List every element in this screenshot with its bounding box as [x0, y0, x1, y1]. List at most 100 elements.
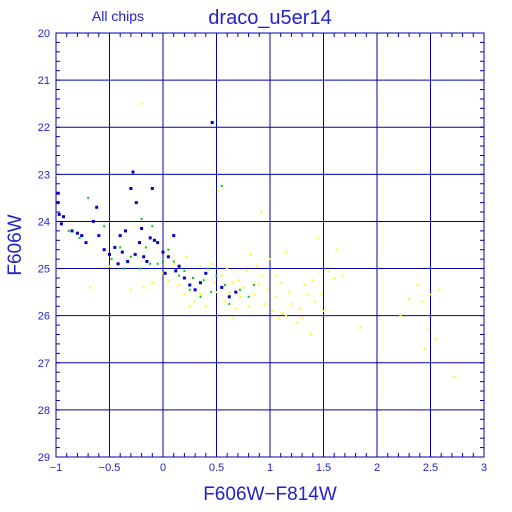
- data-point: [245, 269, 248, 272]
- data-point: [327, 269, 330, 272]
- data-point: [162, 272, 164, 275]
- data-point: [124, 229, 127, 233]
- data-point: [253, 293, 255, 296]
- data-point: [188, 288, 191, 291]
- data-point: [178, 284, 181, 286]
- data-point: [215, 291, 218, 294]
- data-point: [424, 347, 427, 350]
- data-point: [311, 279, 314, 282]
- data-point: [236, 279, 239, 282]
- data-point: [227, 295, 231, 299]
- data-point: [118, 234, 122, 238]
- y-tick-label: 20: [38, 28, 50, 40]
- x-tick-label: 1: [267, 462, 273, 474]
- data-point: [427, 328, 430, 331]
- data-point: [253, 284, 255, 286]
- data-point: [279, 281, 282, 284]
- data-point: [215, 274, 218, 277]
- data-point: [62, 215, 65, 219]
- data-point: [140, 102, 143, 105]
- data-point: [242, 286, 245, 289]
- data-point: [210, 291, 213, 294]
- grid-lines: [55, 32, 485, 458]
- data-point: [281, 312, 284, 315]
- data-point: [172, 234, 176, 238]
- data-point: [274, 274, 277, 277]
- data-point: [156, 262, 159, 265]
- data-point: [224, 284, 227, 286]
- y-tick-label: 24: [38, 216, 50, 228]
- data-point: [335, 248, 338, 251]
- data-point: [202, 279, 205, 282]
- data-point: [59, 222, 63, 226]
- data-point: [142, 255, 146, 259]
- data-point: [226, 267, 229, 270]
- data-point: [182, 276, 186, 280]
- data-point: [199, 295, 202, 298]
- data-point: [91, 219, 95, 223]
- data-point: [142, 286, 145, 289]
- data-point: [129, 255, 132, 258]
- data-point: [78, 236, 81, 239]
- data-point: [95, 205, 99, 209]
- data-point: [260, 274, 263, 277]
- data-point: [320, 293, 323, 296]
- data-point: [113, 245, 117, 249]
- data-point: [75, 231, 79, 235]
- data-point: [108, 252, 111, 256]
- data-point: [271, 310, 274, 312]
- data-point: [152, 238, 156, 242]
- data-point: [234, 290, 238, 294]
- data-point: [408, 298, 411, 301]
- x-axis-label: F606W−F814W: [203, 484, 337, 505]
- data-point: [303, 284, 306, 286]
- y-tick-label: 29: [38, 452, 50, 464]
- data-point: [193, 288, 197, 292]
- data-point: [247, 305, 250, 308]
- data-point: [231, 281, 234, 284]
- data-point: [263, 302, 266, 305]
- data-point: [306, 293, 309, 296]
- data-point: [67, 229, 70, 232]
- data-point: [420, 300, 423, 303]
- data-point: [151, 281, 154, 284]
- data-point: [266, 288, 269, 291]
- data-point: [299, 307, 301, 310]
- data-point: [295, 321, 298, 324]
- data-point: [138, 241, 141, 245]
- data-point: [290, 302, 293, 305]
- data-point: [199, 293, 202, 296]
- data-point: [269, 258, 271, 261]
- data-point: [126, 260, 130, 263]
- data-point: [194, 300, 197, 303]
- x-tick-label: 2: [374, 462, 380, 474]
- data-point: [277, 317, 280, 319]
- y-tick-label: 23: [38, 169, 50, 181]
- data-point: [204, 271, 208, 275]
- x-tick-label: 0: [160, 462, 166, 474]
- data-point: [231, 317, 234, 319]
- data-point: [185, 255, 188, 258]
- data-point: [172, 262, 175, 265]
- data-point: [183, 269, 186, 272]
- data-points: [56, 102, 455, 378]
- data-point: [453, 375, 455, 378]
- data-point: [416, 284, 419, 286]
- data-point: [438, 288, 441, 291]
- data-point: [89, 286, 92, 289]
- data-point: [178, 274, 181, 277]
- data-point: [341, 274, 344, 277]
- data-point: [183, 293, 186, 296]
- data-point: [333, 277, 336, 279]
- data-point: [174, 269, 178, 273]
- data-point: [359, 326, 362, 329]
- data-point: [204, 305, 207, 308]
- data-point: [120, 250, 124, 254]
- data-point: [167, 248, 170, 251]
- data-point: [144, 246, 147, 249]
- data-point: [108, 265, 111, 268]
- data-point: [399, 314, 402, 317]
- data-point: [150, 187, 154, 190]
- data-point: [260, 211, 263, 213]
- data-point: [129, 187, 133, 190]
